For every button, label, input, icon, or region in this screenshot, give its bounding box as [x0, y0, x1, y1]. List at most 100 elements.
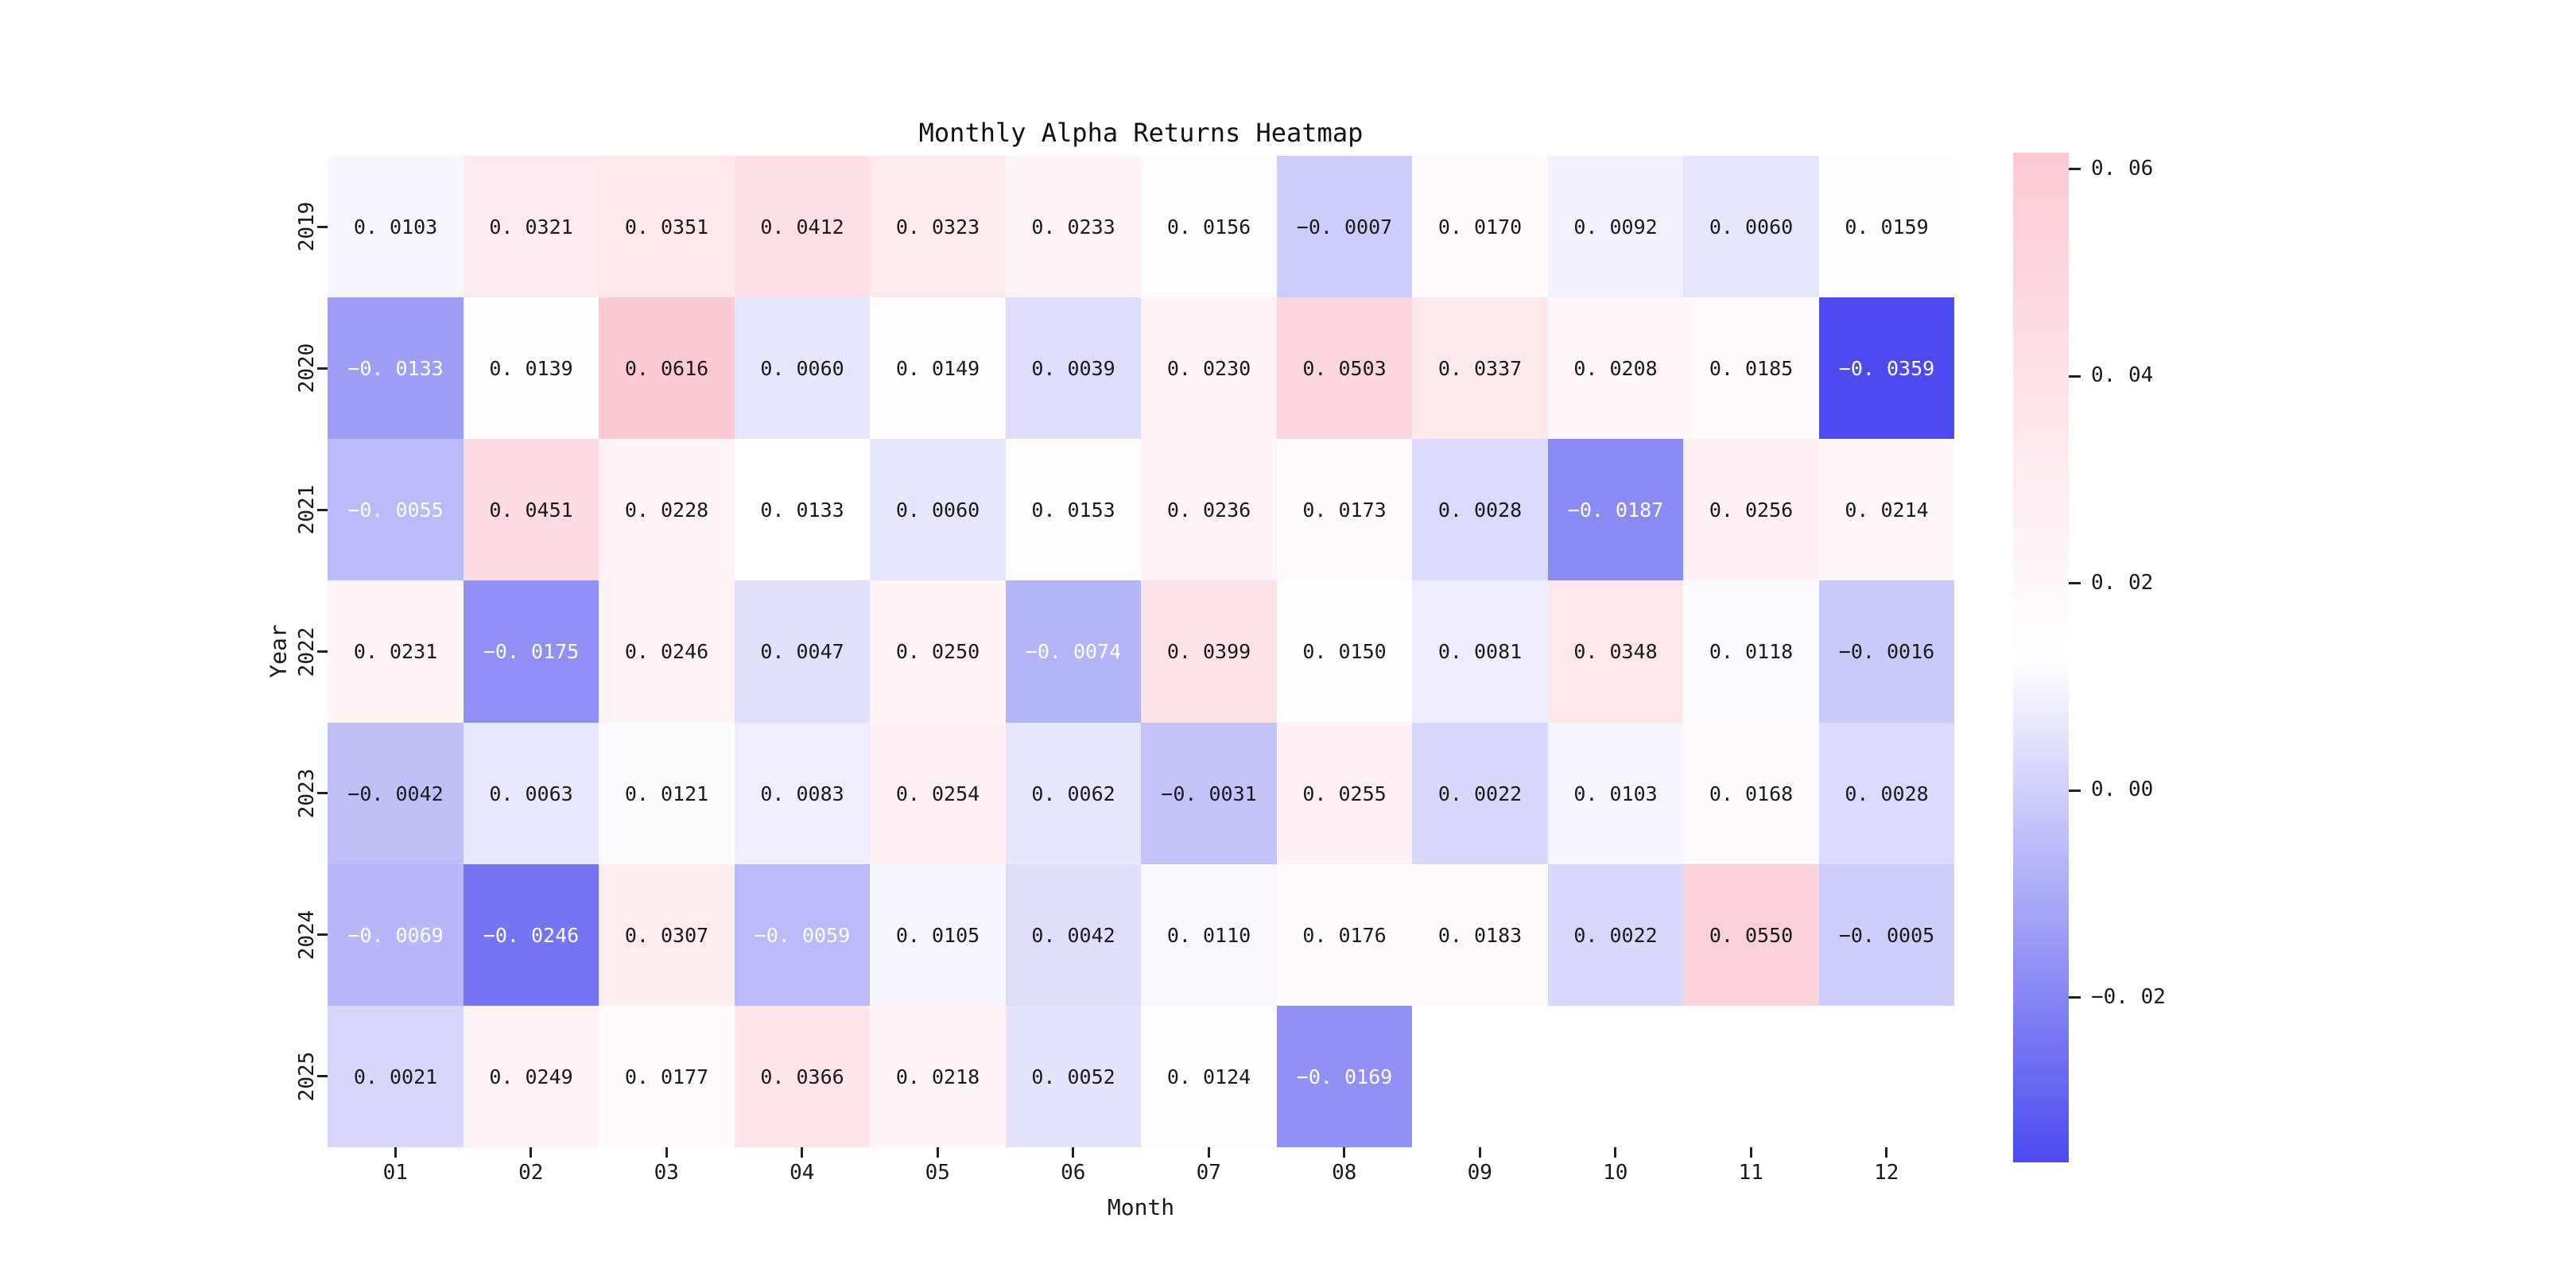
- colorbar-tick-label: 0. 00: [2091, 778, 2154, 802]
- heatmap-cell: 0. 0323: [870, 156, 1006, 297]
- heatmap-cell: 0. 0173: [1277, 439, 1412, 580]
- heatmap-cell: 0. 0168: [1683, 723, 1819, 864]
- y-tick-mark: [317, 792, 328, 795]
- heatmap-cell: 0. 0060: [1683, 156, 1819, 297]
- heatmap-cell: −0. 0074: [1006, 580, 1141, 723]
- x-tick-mark: [665, 1147, 668, 1158]
- heatmap-cell: 0. 0022: [1548, 864, 1683, 1006]
- heatmap-cell: 0. 0616: [599, 297, 735, 439]
- heatmap-cell: 0. 0153: [1006, 439, 1141, 580]
- heatmap-cell: 0. 0022: [1412, 723, 1548, 864]
- colorbar: [2013, 153, 2069, 1162]
- heatmap-cell: 0. 0503: [1277, 297, 1412, 439]
- heatmap-cell: 0. 0139: [464, 297, 599, 439]
- y-tick-mark: [317, 367, 328, 370]
- x-tick-label: 09: [1467, 1161, 1492, 1185]
- colorbar-tick-mark: [2069, 168, 2081, 171]
- heatmap-cell: 0. 0159: [1819, 156, 1954, 297]
- heatmap-cell: −0. 0016: [1819, 580, 1954, 723]
- heatmap-cell: 0. 0255: [1277, 723, 1412, 864]
- x-tick-label: 02: [518, 1161, 544, 1185]
- heatmap-cell: 0. 0021: [328, 1006, 464, 1147]
- x-tick-mark: [1478, 1147, 1481, 1158]
- heatmap-cell: 0. 0133: [735, 439, 870, 580]
- heatmap-cell: 0. 0047: [735, 580, 870, 723]
- x-tick-mark: [394, 1147, 397, 1158]
- heatmap-cell: 0. 0124: [1141, 1006, 1277, 1147]
- heatmap-cell: 0. 0062: [1006, 723, 1141, 864]
- heatmap-cell: −0. 0187: [1548, 439, 1683, 580]
- heatmap-cell: 0. 0348: [1548, 580, 1683, 723]
- x-tick-label: 07: [1196, 1161, 1221, 1185]
- x-tick-label: 11: [1738, 1161, 1763, 1185]
- heatmap-cell: 0. 0110: [1141, 864, 1277, 1006]
- colorbar-tick-label: 0. 06: [2091, 156, 2154, 180]
- heatmap-cell: 0. 0060: [735, 297, 870, 439]
- heatmap-cell: 0. 0028: [1412, 439, 1548, 580]
- y-tick-label: 2025: [295, 1051, 319, 1102]
- y-tick-label: 2021: [295, 485, 319, 535]
- heatmap-cell: 0. 0103: [328, 156, 464, 297]
- heatmap-cell: 0. 0052: [1006, 1006, 1141, 1147]
- heatmap-cell: 0. 0042: [1006, 864, 1141, 1006]
- x-tick-mark: [1614, 1147, 1617, 1158]
- colorbar-tick-label: −0. 02: [2091, 984, 2166, 1009]
- y-tick-label: 2020: [295, 343, 319, 394]
- heatmap-cell: −0. 0059: [735, 864, 870, 1006]
- heatmap-cell: 0. 0214: [1819, 439, 1954, 580]
- y-tick-mark: [317, 225, 328, 228]
- heatmap-plot-area: 0. 0103 0. 0321 0. 0351 0. 0412 0. 0323 0. 02…: [328, 156, 1954, 1147]
- heatmap-cell: 0. 0246: [599, 580, 735, 723]
- heatmap-cell: 0. 0236: [1141, 439, 1277, 580]
- heatmap-cell: −0. 0055: [328, 439, 464, 580]
- heatmap-cell: 0. 0366: [735, 1006, 870, 1147]
- heatmap-cell: 0. 0103: [1548, 723, 1683, 864]
- heatmap-cell: 0. 0177: [599, 1006, 735, 1147]
- y-tick-label: 2024: [295, 910, 319, 960]
- heatmap-cell: 0. 0399: [1141, 580, 1277, 723]
- y-tick-label: 2022: [295, 627, 319, 677]
- x-tick-label: 01: [382, 1161, 408, 1185]
- heatmap-cell: 0. 0028: [1819, 723, 1954, 864]
- heatmap-cell: 0. 0063: [464, 723, 599, 864]
- heatmap-cell: 0. 0254: [870, 723, 1006, 864]
- y-tick-mark: [317, 933, 328, 937]
- x-tick-mark: [1749, 1147, 1752, 1158]
- x-tick-mark: [801, 1147, 804, 1158]
- y-tick-label: 2023: [295, 768, 319, 818]
- x-tick-mark: [530, 1147, 533, 1158]
- x-tick-label: 04: [789, 1161, 815, 1185]
- heatmap-cell: −0. 0175: [464, 580, 599, 723]
- heatmap-cell: −0. 0246: [464, 864, 599, 1006]
- heatmap-cell: 0. 0118: [1683, 580, 1819, 723]
- heatmap-cell: 0. 0218: [870, 1006, 1006, 1147]
- heatmap-cell: 0. 0149: [870, 297, 1006, 439]
- heatmap-cell: 0. 0060: [870, 439, 1006, 580]
- heatmap-cell: 0. 0208: [1548, 297, 1683, 439]
- heatmap-cell: −0. 0069: [328, 864, 464, 1006]
- heatmap-cell: 0. 0183: [1412, 864, 1548, 1006]
- y-tick-mark: [317, 508, 328, 511]
- heatmap-cell: 0. 0233: [1006, 156, 1141, 297]
- heatmap-cell: 0. 0256: [1683, 439, 1819, 580]
- heatmap-cell: 0. 0351: [599, 156, 735, 297]
- heatmap-cell: −0. 0169: [1277, 1006, 1412, 1147]
- x-axis-label: Month: [1107, 1194, 1175, 1220]
- y-axis-label: Year: [265, 624, 292, 678]
- colorbar-tick-label: 0. 02: [2091, 570, 2154, 595]
- chart-title: Monthly Alpha Returns Heatmap: [918, 118, 1364, 148]
- heatmap-cell: 0. 0337: [1412, 297, 1548, 439]
- x-tick-mark: [1207, 1147, 1210, 1158]
- colorbar-tick-mark: [2069, 374, 2081, 378]
- heatmap-cell: 0. 0230: [1141, 297, 1277, 439]
- heatmap-cell: 0. 0176: [1277, 864, 1412, 1006]
- heatmap-cell: −0. 0031: [1141, 723, 1277, 864]
- heatmap-cell: 0. 0156: [1141, 156, 1277, 297]
- heatmap-cell: 0. 0231: [328, 580, 464, 723]
- x-tick-mark: [1072, 1147, 1075, 1158]
- heatmap-cell: 0. 0081: [1412, 580, 1548, 723]
- x-tick-label: 12: [1874, 1161, 1899, 1185]
- heatmap-cell: 0. 0185: [1683, 297, 1819, 439]
- heatmap-cell: −0. 0042: [328, 723, 464, 864]
